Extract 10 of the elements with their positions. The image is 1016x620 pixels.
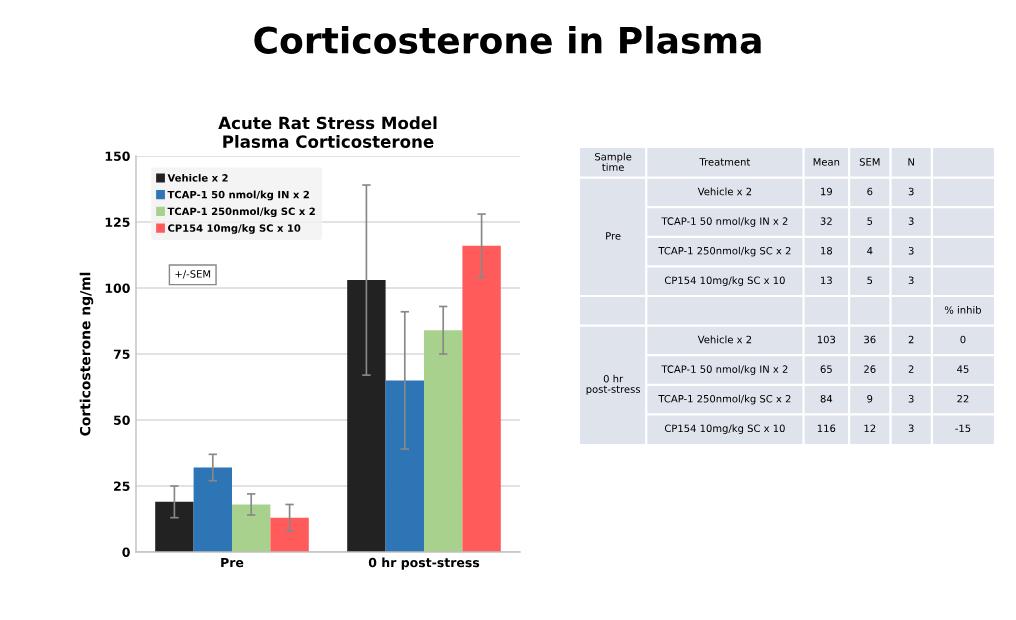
chart-subtitle: Acute Rat Stress Model Plasma Corticosterone xyxy=(218,116,437,148)
bar xyxy=(347,280,386,552)
bar xyxy=(155,501,194,552)
bar xyxy=(232,504,271,552)
bar xyxy=(385,380,424,552)
bar xyxy=(270,517,309,552)
bar xyxy=(193,467,232,552)
bar xyxy=(462,245,501,552)
chart-title: Corticosterone in Plasma xyxy=(254,25,761,54)
bar xyxy=(424,330,463,552)
